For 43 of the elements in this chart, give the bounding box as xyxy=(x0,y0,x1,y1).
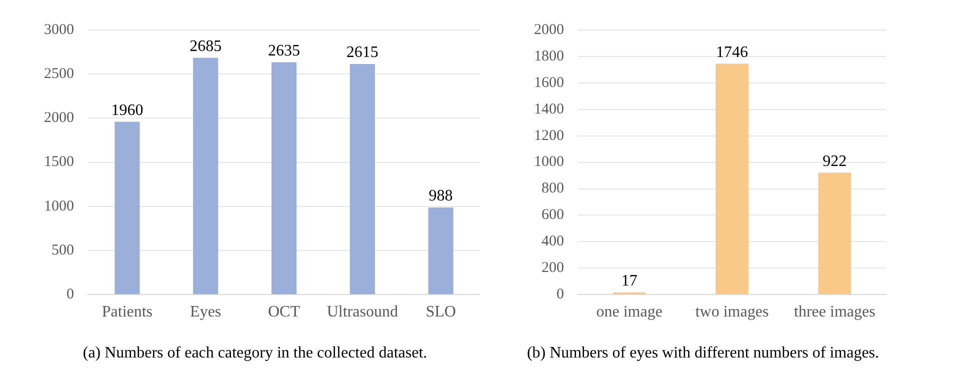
bar xyxy=(818,172,852,294)
bar xyxy=(114,122,140,294)
y-tick-label: 2000 xyxy=(44,110,74,126)
y-tick-label: 0 xyxy=(556,286,564,303)
data-label: 2635 xyxy=(268,42,300,60)
data-label: 1746 xyxy=(716,44,748,61)
bar xyxy=(350,64,375,294)
text: (b) Numbers of eyes with different numbers of images. xyxy=(526,344,880,362)
bar xyxy=(271,62,297,294)
data-label: 1960 xyxy=(111,102,144,119)
y-tick-label: 1000 xyxy=(44,198,74,214)
x-tick-label: two images xyxy=(695,303,769,320)
y-tick-label: 500 xyxy=(52,242,74,258)
y-tick-label: 1000 xyxy=(534,154,564,170)
y-tick-label: 2500 xyxy=(44,66,74,82)
y-tick-label: 600 xyxy=(542,207,564,224)
data-label: 2685 xyxy=(190,38,222,55)
x-tick-label: OCT xyxy=(268,303,300,320)
y-tick-label: 2000 xyxy=(534,22,564,38)
bar xyxy=(428,207,454,294)
data-label: 2615 xyxy=(346,44,378,62)
bar xyxy=(193,58,218,294)
y-tick-label: 800 xyxy=(542,180,564,197)
text: (a) Numbers of each category in the collected dataset. xyxy=(82,344,428,362)
y-tick-label: 3000 xyxy=(44,22,74,38)
y-tick-label: 1500 xyxy=(44,154,74,170)
data-label: 922 xyxy=(822,152,847,170)
y-tick-label: 1200 xyxy=(534,128,564,144)
x-tick-label: one image xyxy=(596,303,662,320)
y-tick-label: 200 xyxy=(542,260,564,276)
x-tick-label: SLO xyxy=(426,303,456,320)
y-tick-label: 1400 xyxy=(534,101,564,118)
x-tick-label: Ultrasound xyxy=(326,303,398,320)
y-tick-label: 0 xyxy=(66,286,74,303)
x-tick-label: three images xyxy=(794,303,876,320)
y-tick-label: 1600 xyxy=(534,74,564,91)
y-tick-label: 400 xyxy=(542,234,564,250)
x-tick-label: Patients xyxy=(102,303,153,320)
y-tick-label: 1800 xyxy=(534,48,564,64)
x-tick-label: Eyes xyxy=(190,303,222,320)
data-label: 988 xyxy=(428,188,453,205)
bar xyxy=(716,64,748,294)
data-label: 17 xyxy=(621,272,638,290)
